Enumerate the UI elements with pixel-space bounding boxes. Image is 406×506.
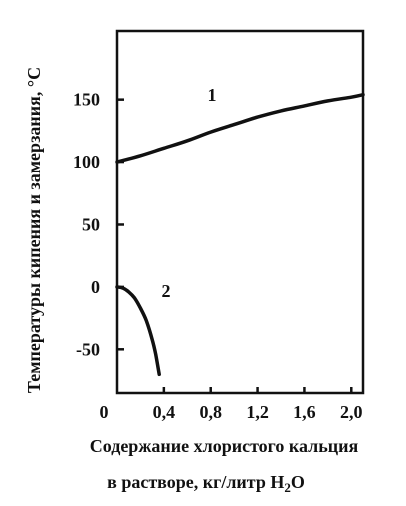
y-tick-label: -50 <box>76 339 100 359</box>
y-tick-label: 150 <box>73 90 100 110</box>
x-axis-title-line2: в растворе, кг/литр H2O <box>107 472 305 495</box>
x-axis-ticks: 0 0,4 0,8 1,2 1,6 2,0 <box>100 387 363 422</box>
series-2-line <box>115 285 161 377</box>
series-1-label: 1 <box>208 85 217 105</box>
x-axis-title-line1: Содержание хлористого кальция <box>90 436 359 456</box>
series-1-line <box>115 92 365 164</box>
x-origin-label: 0 <box>100 402 109 422</box>
x-tick-label: 2,0 <box>340 402 363 422</box>
y-tick-label: 100 <box>73 152 100 172</box>
y-tick-label: 50 <box>82 214 100 234</box>
series-labels: 12 <box>162 85 217 301</box>
y-axis-ticks: 150 100 50 0 -50 <box>73 90 124 359</box>
x-tick-label: 1,2 <box>246 402 269 422</box>
y-axis-title: Температуры кипения и замерзания, °С <box>24 67 44 393</box>
x-tick-label: 1,6 <box>293 402 316 422</box>
x-tick-label: 0,8 <box>199 402 222 422</box>
plot-frame <box>115 29 365 395</box>
x-tick-label: 0,4 <box>153 402 176 422</box>
series-2-label: 2 <box>162 281 171 301</box>
curves <box>115 92 365 377</box>
y-tick-label: 0 <box>91 277 100 297</box>
